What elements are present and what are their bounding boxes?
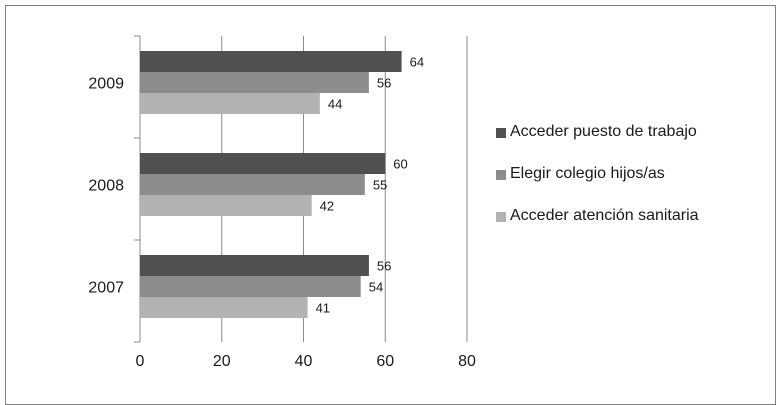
bar-2008-series-0 — [140, 153, 386, 174]
bar-2007-series-1 — [140, 276, 361, 297]
y-category-label-2007: 2007 — [88, 280, 124, 297]
data-label-2007-series-0: 56 — [377, 259, 391, 274]
bar-2009-series-1 — [140, 72, 369, 93]
bar-2009-series-2 — [140, 93, 320, 114]
bar-2008-series-2 — [140, 195, 312, 216]
legend: Acceder puesto de trabajo Elegir colegio… — [496, 121, 726, 247]
data-label-2007-series-2: 41 — [316, 301, 330, 316]
legend-label-atencion-sanitaria: Acceder atención sanitaria — [510, 207, 699, 224]
legend-swatch-colegio-hijos — [496, 170, 506, 180]
legend-swatch-atencion-sanitaria — [496, 212, 506, 222]
x-tick-label-80: 80 — [458, 353, 476, 370]
bar-2007-series-2 — [140, 297, 308, 318]
data-label-2007-series-1: 54 — [369, 280, 383, 295]
data-label-2008-series-0: 60 — [393, 157, 407, 172]
y-category-label-2008: 2008 — [88, 178, 124, 195]
data-label-2008-series-2: 42 — [320, 199, 334, 214]
data-label-2009-series-2: 44 — [328, 97, 342, 112]
data-label-2009-series-1: 56 — [377, 76, 391, 91]
bar-2008-series-1 — [140, 174, 365, 195]
bar-chart: 0 20 40 60 80 2009 64 56 44 2008 60 55 42 2007 56 54 41 — [88, 35, 476, 370]
legend-item-puesto-trabajo: Acceder puesto de trabajo — [496, 121, 726, 143]
bar-2009-series-0 — [140, 51, 402, 72]
legend-swatch-puesto-trabajo — [496, 128, 506, 138]
x-tick-label-60: 60 — [376, 353, 394, 370]
data-label-2009-series-0: 64 — [410, 55, 424, 70]
legend-item-atencion-sanitaria: Acceder atención sanitaria — [496, 205, 726, 227]
data-label-2008-series-1: 55 — [373, 178, 387, 193]
legend-label-puesto-trabajo: Acceder puesto de trabajo — [510, 123, 697, 140]
x-tick-label-0: 0 — [136, 353, 145, 370]
bar-2007-series-0 — [140, 255, 369, 276]
x-tick-label-20: 20 — [213, 353, 231, 370]
y-category-label-2009: 2009 — [88, 76, 124, 93]
legend-label-colegio-hijos: Elegir colegio hijos/as — [510, 165, 665, 182]
x-tick-label-40: 40 — [295, 353, 313, 370]
legend-item-colegio-hijos: Elegir colegio hijos/as — [496, 163, 726, 185]
